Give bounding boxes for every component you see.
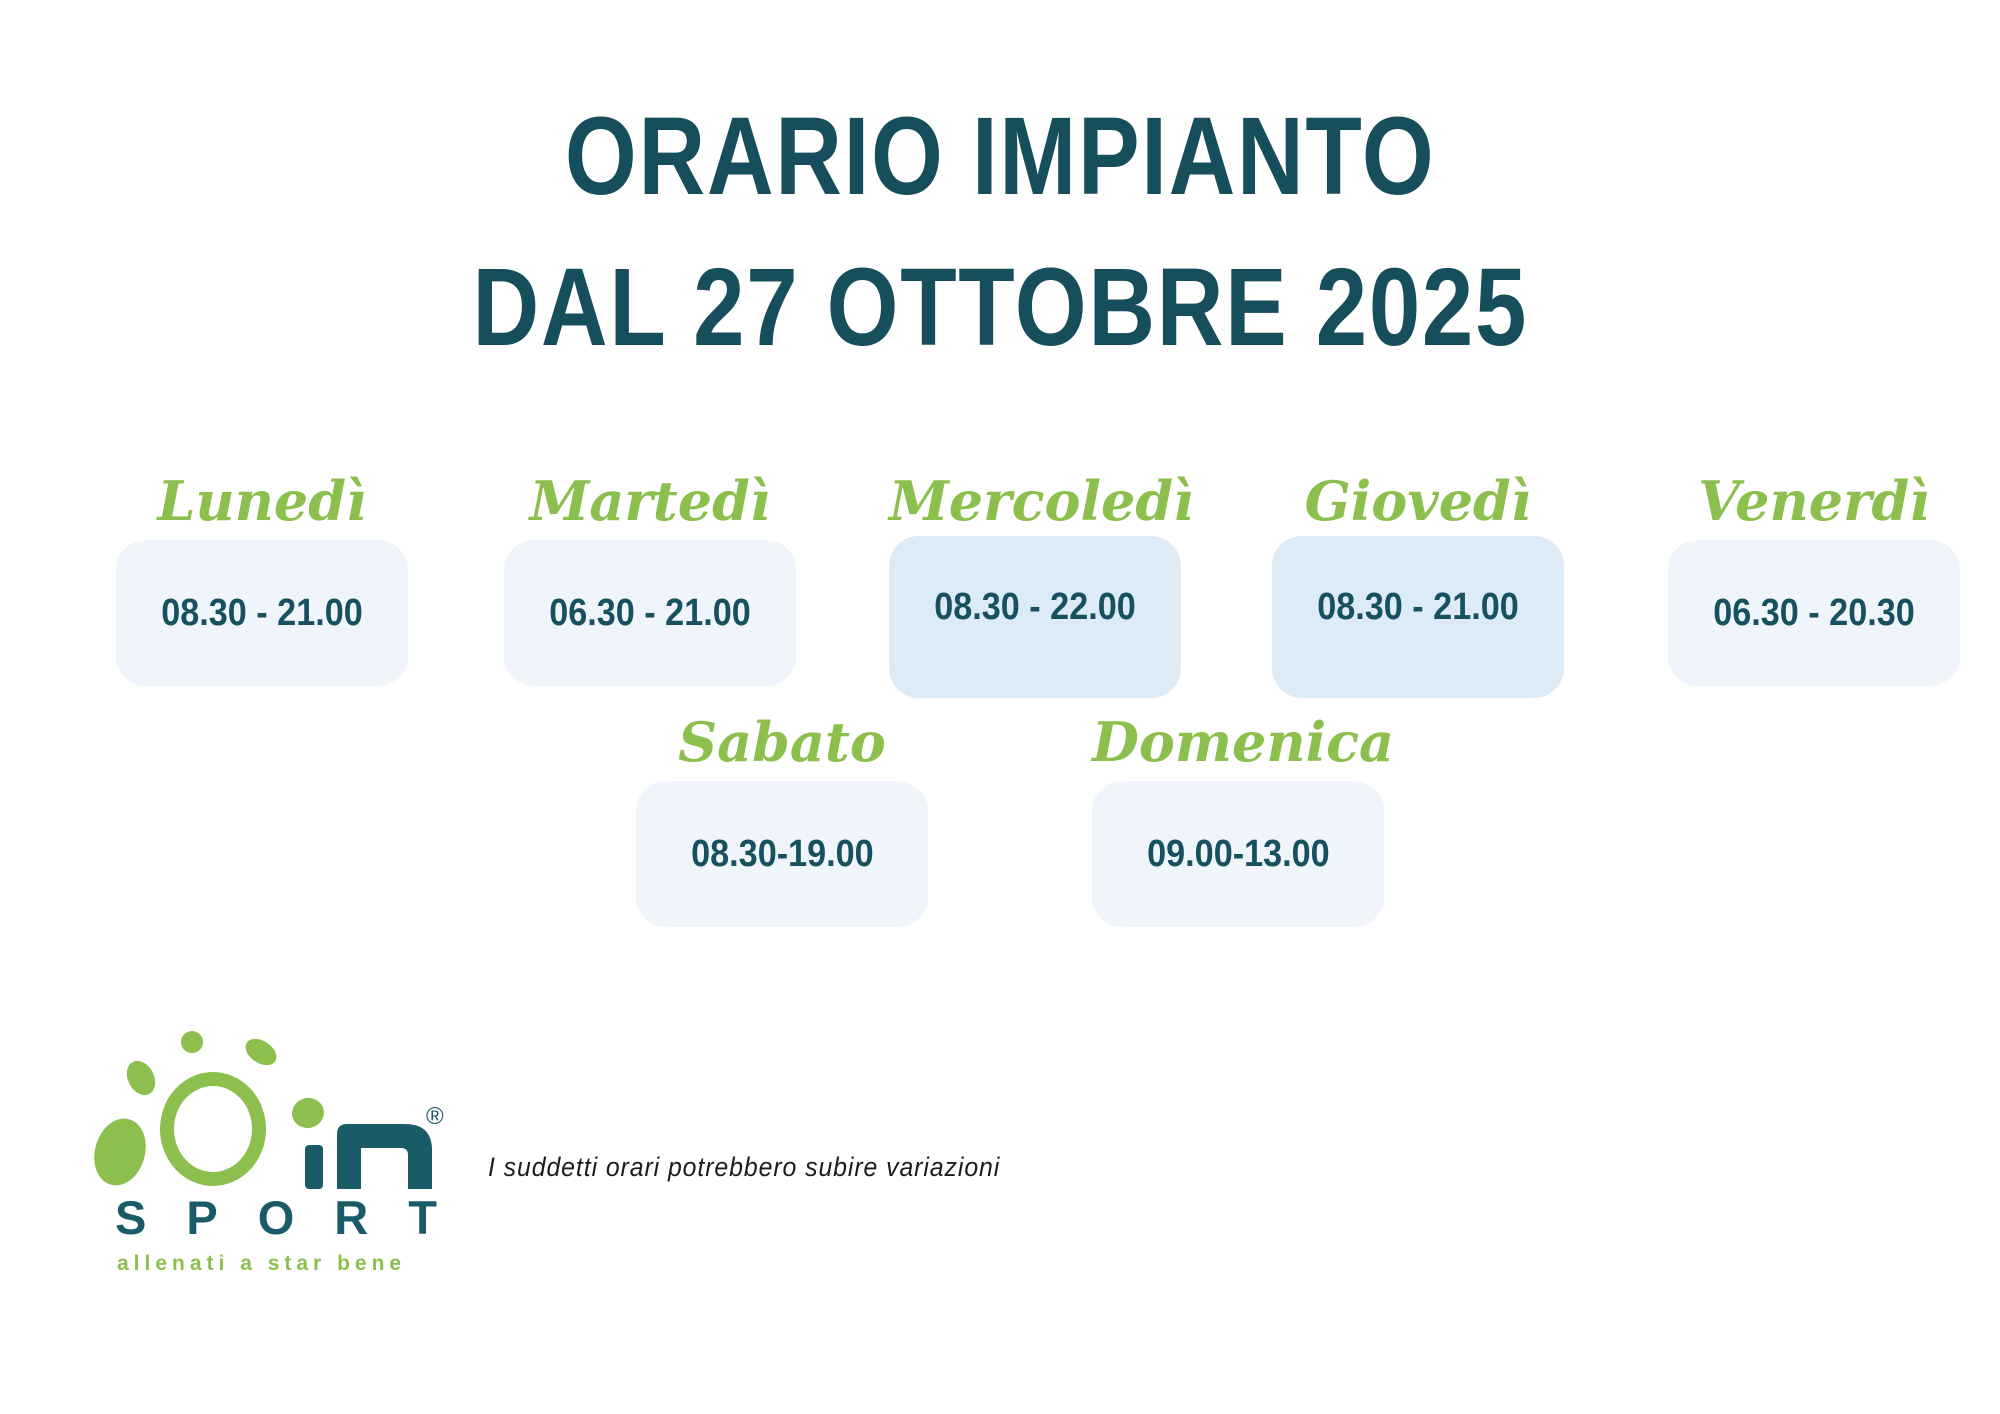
- hours-box-martedi: 06.30 - 21.00: [504, 540, 796, 686]
- hours-martedi: 06.30 - 21.00: [549, 591, 751, 634]
- day-name-mercoledi: Mercoledì: [889, 469, 1194, 533]
- day-column-giovedi: Giovedì 08.30 - 21.00: [1272, 462, 1564, 698]
- day-name-venerdi: Venerdì: [1698, 469, 1930, 533]
- hours-box-lunedi: 08.30 - 21.00: [116, 540, 408, 686]
- day-name-martedi: Martedì: [529, 469, 771, 533]
- hours-box-domenica: 09.00-13.00: [1092, 781, 1384, 927]
- day-name-giovedi: Giovedì: [1304, 469, 1532, 533]
- disclaimer-text: I suddetti orari potrebbero subire varia…: [488, 1152, 1001, 1182]
- hours-venerdi: 06.30 - 20.30: [1713, 591, 1915, 634]
- day-column-lunedi: Lunedì 08.30 - 21.00: [116, 462, 408, 686]
- title-text-2: DAL 27 OTTOBRE 2025: [472, 246, 1528, 369]
- day-name-sabato: Sabato: [678, 710, 886, 774]
- day-name-domenica: Domenica: [1092, 710, 1394, 774]
- hours-domenica: 09.00-13.00: [1146, 832, 1330, 875]
- title-text-1: ORARIO IMPIANTO: [564, 95, 1436, 218]
- day-column-mercoledi: Mercoledì 08.30 - 22.00: [889, 462, 1194, 698]
- logo-dot-top-icon: [181, 1031, 203, 1053]
- logo-dot-topright-icon: [245, 1038, 277, 1066]
- hours-mercoledi: 08.30 - 22.00: [934, 585, 1136, 628]
- logo-tagline: allenati a star bene: [117, 1252, 406, 1275]
- logo-i-dot-icon: [292, 1097, 324, 1129]
- hours-box-giovedi: 08.30 - 21.00: [1272, 536, 1564, 698]
- day-column-sabato: Sabato 08.30-19.00: [636, 703, 928, 927]
- hours-lunedi: 08.30 - 21.00: [161, 591, 363, 634]
- hours-sabato: 08.30-19.00: [690, 832, 874, 875]
- logo-wordmark-sport: SPORT: [115, 1191, 475, 1244]
- insport-logo: ® SPORT allenati a star bene: [94, 1031, 475, 1275]
- logo-letter-n: [337, 1124, 432, 1189]
- day-column-venerdi: Venerdì 06.30 - 20.30: [1668, 462, 1960, 686]
- logo-ring-icon: [160, 1072, 266, 1186]
- hours-box-mercoledi: 08.30 - 22.00: [889, 536, 1181, 698]
- logo-letter-i: [305, 1145, 323, 1189]
- day-name-lunedi: Lunedì: [157, 469, 367, 533]
- hours-box-venerdi: 06.30 - 20.30: [1668, 540, 1960, 686]
- logo-blob-left-icon: [94, 1118, 146, 1186]
- page-title-line-1: ORARIO IMPIANTO: [0, 102, 2000, 212]
- hours-box-sabato: 08.30-19.00: [636, 781, 928, 927]
- logo-dot-upperleft-icon: [126, 1060, 156, 1096]
- day-column-domenica: Domenica 09.00-13.00: [1092, 703, 1394, 927]
- registered-trademark-icon: ®: [426, 1103, 444, 1130]
- day-column-martedi: Martedì 06.30 - 21.00: [504, 462, 796, 686]
- page-title-line-2: DAL 27 OTTOBRE 2025: [0, 253, 2000, 363]
- hours-giovedi: 08.30 - 21.00: [1317, 585, 1519, 628]
